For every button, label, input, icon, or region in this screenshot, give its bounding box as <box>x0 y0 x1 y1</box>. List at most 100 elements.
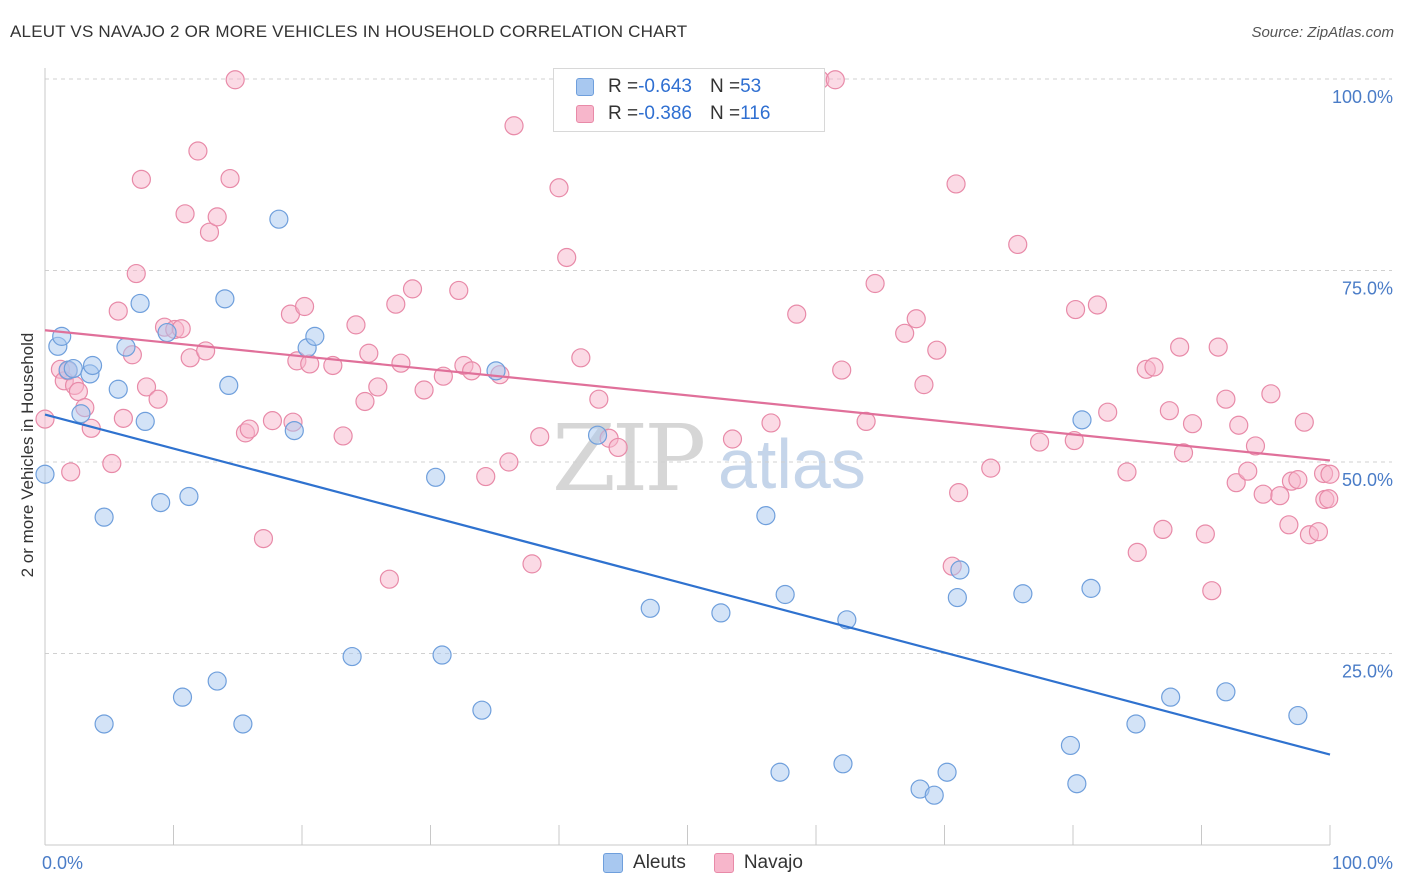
navajo-point <box>1308 522 1329 542</box>
aleut-point <box>135 411 155 432</box>
aleut-point <box>219 375 239 395</box>
navajo-point <box>449 280 469 301</box>
navajo-point <box>865 273 885 294</box>
navajo-point <box>368 377 388 397</box>
y-tick-label: 25.0% <box>1342 662 1393 682</box>
aleut-point <box>770 762 790 782</box>
aleut-point <box>305 326 325 346</box>
navajo-point <box>323 355 343 376</box>
aleut-point <box>63 358 83 379</box>
navajo-point <box>1117 462 1137 482</box>
navajo-point <box>1288 470 1308 490</box>
navajo-point <box>175 204 195 224</box>
aleut-point <box>207 671 227 691</box>
navajo-point <box>832 360 852 380</box>
navajo-point <box>1238 461 1258 481</box>
navajo-point <box>126 263 146 284</box>
navajo-point <box>1098 402 1118 422</box>
navajo-point <box>1029 432 1050 452</box>
legend-r-value: -0.386 <box>638 103 692 124</box>
navajo-point <box>113 408 133 428</box>
navajo-point <box>825 70 845 90</box>
aleut-point <box>833 754 853 774</box>
navajo-point <box>108 301 128 321</box>
aleut-point <box>172 687 193 707</box>
legend-item-aleuts[interactable]: Aleuts <box>603 852 686 874</box>
legend-row-aleuts: R = -0.643 N = 53 <box>576 75 761 99</box>
navajo-point <box>379 569 399 589</box>
axes <box>44 68 1331 846</box>
aleut-point <box>94 507 114 527</box>
legend-swatch-navajo <box>576 105 594 123</box>
chart-title: ALEUT VS NAVAJO 2 OR MORE VEHICLES IN HO… <box>10 22 688 41</box>
navajo-point <box>102 453 122 474</box>
navajo-point <box>61 462 81 482</box>
navajo-point <box>1127 542 1147 562</box>
legend-item-navajo[interactable]: Navajo <box>713 852 803 874</box>
navajo-point <box>402 279 423 299</box>
navajo-point <box>1153 519 1173 540</box>
aleut-point <box>233 714 253 734</box>
aleut-point <box>1013 584 1033 604</box>
aleut-point <box>1288 705 1308 726</box>
navajo-point <box>1170 337 1190 357</box>
navajo-point <box>522 554 542 574</box>
watermark-atlas: atlas <box>718 425 866 503</box>
navajo-point <box>895 323 915 343</box>
x-tick-label: 100.0% <box>1332 853 1393 873</box>
aleut-point <box>116 337 136 357</box>
navajo-point <box>1226 473 1246 493</box>
navajo-point <box>1253 484 1273 504</box>
navajo-point <box>1208 337 1228 357</box>
aleut-point <box>775 584 795 605</box>
navajo-point <box>914 375 934 395</box>
navajo-point <box>608 437 628 458</box>
aleut-point <box>342 646 362 667</box>
navajo-point <box>1320 464 1340 484</box>
aleut-point <box>1216 682 1236 702</box>
grid <box>45 78 1392 654</box>
aleut-point <box>1161 687 1181 707</box>
aleut-point <box>432 645 452 665</box>
legend-r-value: -0.643 <box>638 76 692 97</box>
navajo-point <box>1087 295 1108 315</box>
legend-r-label: R = <box>608 76 639 97</box>
navajo-point <box>196 341 216 361</box>
aleut-point <box>937 762 957 782</box>
navajo-point <box>136 377 157 397</box>
aleut-point <box>1081 578 1101 598</box>
correlation-legend: R = -0.643 N = 53 R = -0.386 N = 116 <box>553 68 825 132</box>
navajo-point <box>414 380 434 400</box>
aleut-points <box>35 209 1308 805</box>
legend-swatch-navajo <box>713 853 734 873</box>
aleut-point <box>1072 410 1092 430</box>
navajo-point <box>220 168 240 189</box>
navajo-point <box>946 174 966 194</box>
aleut-point <box>108 379 128 399</box>
aleut-point <box>82 355 103 376</box>
aleut-point <box>151 492 171 513</box>
navajo-point <box>722 429 743 449</box>
y-tick-label: 50.0% <box>1342 470 1393 490</box>
navajo-point <box>35 409 55 429</box>
aleut-point <box>284 420 304 441</box>
navajo-point <box>188 141 208 161</box>
trend-lines <box>44 329 1331 756</box>
aleut-point <box>711 603 731 623</box>
navajo-point <box>68 381 89 402</box>
navajo-points <box>35 70 1340 601</box>
navajo-point <box>391 353 411 373</box>
navajo-point <box>1159 401 1179 421</box>
aleut-point <box>947 587 967 608</box>
watermark-zip: ZIP <box>552 405 703 512</box>
legend-n-value: 116 <box>740 103 771 124</box>
navajo-point <box>571 348 591 368</box>
navajo-point <box>1294 412 1314 432</box>
navajo-point <box>386 294 406 314</box>
navajo-point <box>1319 489 1339 509</box>
legend-swatch-aleuts <box>576 78 594 96</box>
aleut-point <box>837 610 857 630</box>
navajo-point <box>1245 436 1266 456</box>
navajo-point <box>462 361 482 381</box>
